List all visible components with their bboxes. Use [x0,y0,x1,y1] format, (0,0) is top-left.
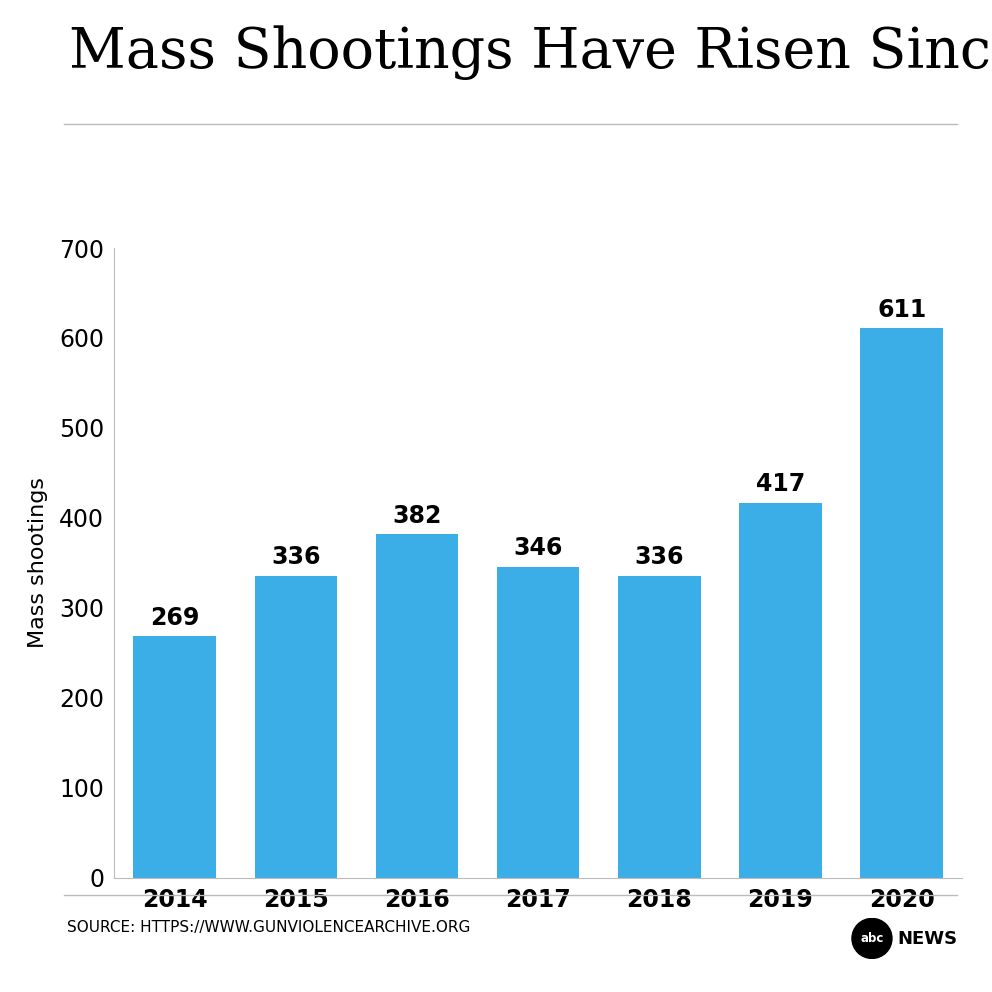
Text: SOURCE: HTTPS://WWW.GUNVIOLENCEARCHIVE.ORG: SOURCE: HTTPS://WWW.GUNVIOLENCEARCHIVE.O… [67,920,471,934]
Bar [497,566,579,878]
Text: 346: 346 [514,537,562,560]
Text: 269: 269 [150,605,199,630]
Bar [618,575,700,878]
Text: 336: 336 [635,546,684,569]
Bar [255,575,337,878]
Text: abc: abc [860,931,884,945]
Text: NEWS: NEWS [898,930,958,947]
Bar [860,328,942,878]
Bar [376,534,458,878]
Text: 417: 417 [756,472,806,496]
Text: 382: 382 [392,504,441,528]
Text: 611: 611 [877,298,927,321]
Circle shape [852,919,892,958]
Y-axis label: Mass shootings: Mass shootings [28,477,48,649]
Bar [739,503,821,878]
Bar [134,636,216,878]
Text: Mass Shootings Have Risen Since 2014: Mass Shootings Have Risen Since 2014 [69,25,992,79]
Text: 336: 336 [271,546,320,569]
